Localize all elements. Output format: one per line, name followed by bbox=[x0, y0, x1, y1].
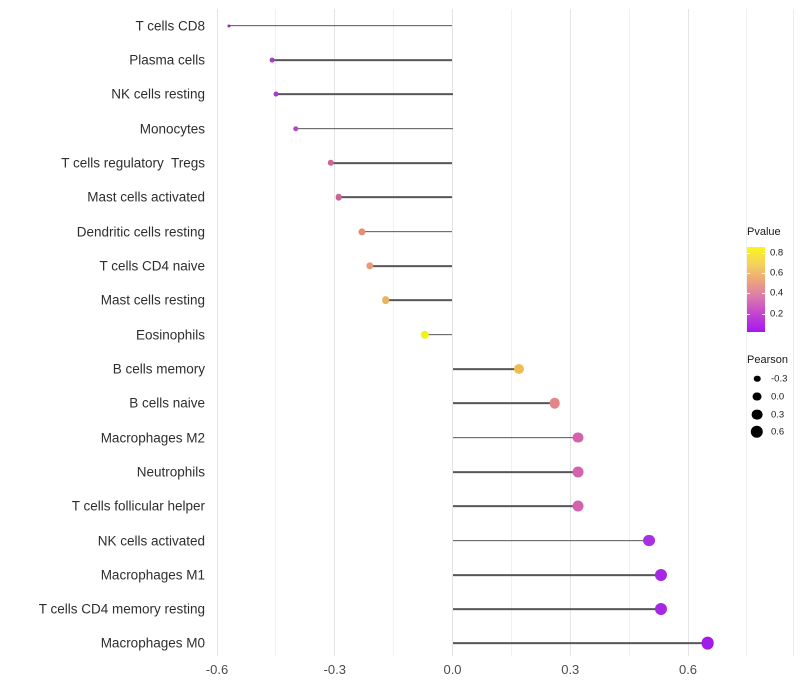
lollipop-dot bbox=[572, 432, 584, 443]
legend-size-label: 0.3 bbox=[771, 409, 785, 420]
y-axis-label: Macrophages M0 bbox=[100, 635, 205, 651]
lollipop-dot bbox=[335, 193, 342, 201]
y-axis-label: B cells memory bbox=[112, 361, 205, 377]
pvalue-colorbar bbox=[747, 247, 765, 332]
lollipop-stem bbox=[452, 539, 649, 542]
grid-line-major bbox=[569, 9, 571, 656]
grid-line-major bbox=[687, 9, 689, 656]
lollipop-stem bbox=[452, 402, 555, 405]
lollipop-dot bbox=[381, 296, 390, 305]
lollipop-stem bbox=[385, 299, 453, 302]
pvalue-legend-title: Pvalue bbox=[747, 226, 781, 238]
x-tick-label: -0.6 bbox=[205, 662, 229, 677]
y-axis-label: Dendritic cells resting bbox=[76, 224, 205, 240]
lollipop-dot bbox=[358, 228, 366, 236]
y-axis-label: Mast cells resting bbox=[100, 292, 205, 308]
lollipop-stem bbox=[452, 642, 708, 645]
lollipop-dot bbox=[292, 125, 299, 132]
lollipop-dot bbox=[227, 24, 231, 28]
colorbar-tick bbox=[762, 293, 765, 295]
y-axis-label: Monocytes bbox=[139, 121, 205, 137]
y-axis-label: Neutrophils bbox=[136, 464, 205, 480]
y-axis-label: T cells CD8 bbox=[135, 18, 205, 34]
lollipop-stem bbox=[271, 59, 453, 61]
lollipop-stem bbox=[228, 24, 453, 27]
lollipop-dot bbox=[572, 466, 584, 478]
y-axis-label: T cells CD4 memory resting bbox=[38, 601, 205, 617]
x-tick-label: 0.3 bbox=[561, 662, 580, 677]
y-axis-label: Eosinophils bbox=[135, 327, 205, 343]
lollipop-dot bbox=[273, 91, 279, 97]
y-axis-label: Mast cells activated bbox=[87, 189, 205, 205]
grid-line-minor bbox=[275, 9, 277, 656]
lollipop-dot bbox=[701, 637, 714, 650]
lollipop-dot bbox=[327, 159, 335, 167]
lollipop-stem bbox=[452, 573, 661, 576]
legend-size-dot bbox=[753, 375, 761, 382]
colorbar-tick-label: 0.6 bbox=[770, 267, 784, 279]
y-axis-label: NK cells resting bbox=[111, 86, 205, 102]
grid-line-minor bbox=[510, 9, 512, 656]
lollipop-dot bbox=[654, 568, 667, 581]
colorbar-tick bbox=[747, 313, 750, 315]
x-tick-label: 0.0 bbox=[443, 662, 462, 677]
lollipop-stem bbox=[425, 333, 453, 336]
lollipop-stem bbox=[452, 505, 579, 508]
y-axis-label: T cells regulatory Tregs bbox=[61, 155, 205, 171]
lollipop-dot bbox=[549, 397, 560, 409]
y-axis-label: T cells follicular helper bbox=[71, 498, 205, 514]
legend-size-label: -0.3 bbox=[771, 373, 788, 384]
legend-size-label: 0.0 bbox=[771, 391, 785, 402]
lollipop-stem bbox=[452, 436, 579, 439]
colorbar-tick bbox=[762, 273, 765, 274]
grid-line-major bbox=[216, 9, 218, 656]
grid-line-minor bbox=[393, 9, 395, 656]
colorbar-tick bbox=[747, 252, 750, 254]
lollipop-dot bbox=[514, 363, 525, 374]
y-axis-label: NK cells activated bbox=[97, 533, 205, 548]
lollipop-stem bbox=[275, 93, 453, 96]
lollipop-stem bbox=[452, 608, 661, 610]
lollipop-dot bbox=[269, 57, 275, 63]
lollipop-dot bbox=[366, 262, 374, 270]
lollipop-stem bbox=[295, 127, 453, 130]
legend-size-dot bbox=[750, 425, 764, 439]
x-tick-label: -0.3 bbox=[323, 662, 346, 677]
lollipop-stem bbox=[370, 265, 453, 267]
lollipop-dot bbox=[654, 603, 667, 616]
colorbar-tick-label: 0.8 bbox=[770, 247, 784, 259]
lollipop-dot bbox=[572, 500, 584, 512]
lollipop-dot bbox=[642, 534, 655, 547]
panel-right-edge bbox=[793, 9, 794, 656]
legend-size-dot bbox=[752, 392, 762, 401]
y-axis-label: Macrophages M2 bbox=[100, 430, 205, 446]
grid-line-major bbox=[452, 9, 453, 656]
lollipop-stem bbox=[452, 471, 579, 473]
lollipop-stem bbox=[452, 368, 520, 370]
colorbar-tick-label: 0.2 bbox=[770, 308, 784, 320]
grid-line-minor bbox=[628, 9, 630, 656]
legend-size-label: 0.6 bbox=[771, 426, 785, 438]
grid-line-minor bbox=[746, 9, 748, 656]
y-axis-label: T cells CD4 naive bbox=[99, 258, 205, 274]
pearson-legend-title: Pearson bbox=[747, 354, 788, 366]
y-axis-label: Plasma cells bbox=[129, 52, 205, 68]
colorbar-tick bbox=[747, 273, 750, 274]
colorbar-tick bbox=[762, 313, 765, 315]
lollipop-dot bbox=[420, 330, 430, 339]
lollipop-stem bbox=[338, 196, 453, 199]
grid-line-major bbox=[334, 9, 336, 656]
x-tick-label: 0.6 bbox=[678, 662, 698, 677]
colorbar-tick bbox=[762, 252, 765, 254]
colorbar-tick bbox=[747, 293, 750, 295]
lollipop-stem bbox=[330, 162, 453, 164]
y-axis-label: Macrophages M1 bbox=[100, 567, 205, 583]
y-axis-label: B cells naive bbox=[129, 395, 205, 411]
legend-size-dot bbox=[751, 409, 763, 420]
lollipop-stem bbox=[362, 230, 453, 233]
colorbar-tick-label: 0.4 bbox=[770, 287, 784, 299]
